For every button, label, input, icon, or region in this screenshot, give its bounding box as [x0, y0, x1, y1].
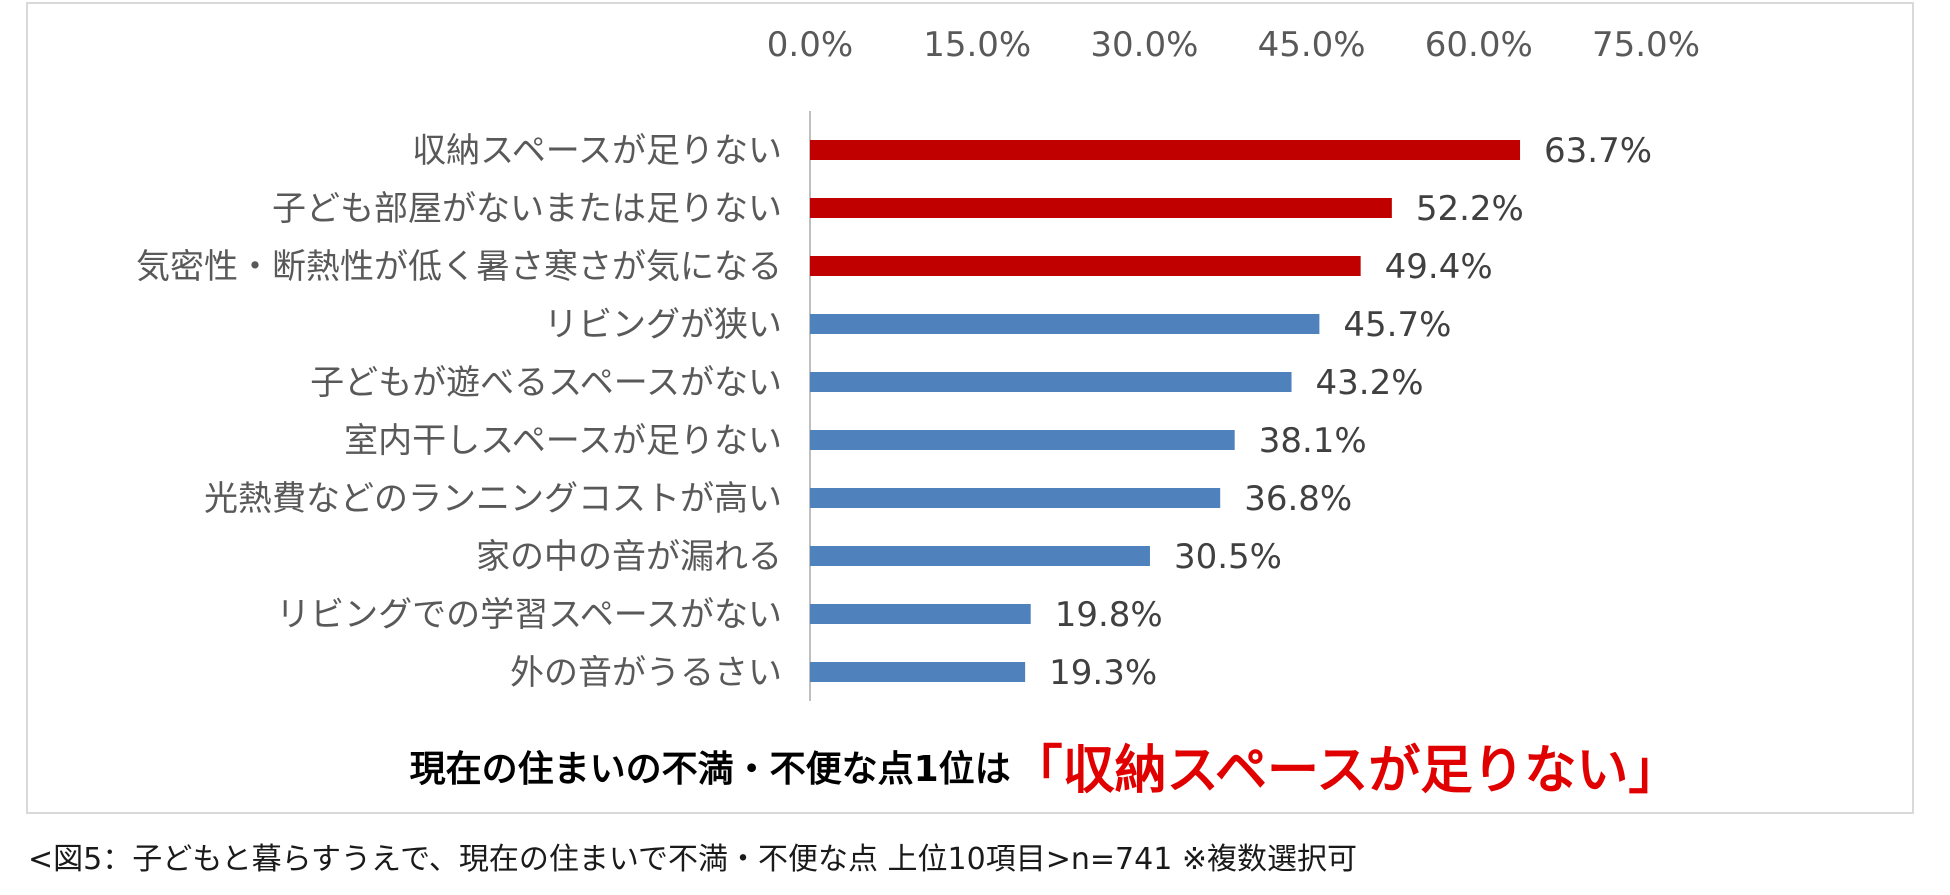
x-tick-label: 75.0% [1592, 25, 1700, 65]
x-tick-label: 0.0% [767, 25, 853, 65]
value-label: 49.4% [1385, 247, 1493, 287]
value-label: 43.2% [1316, 363, 1424, 403]
bar [810, 198, 1392, 218]
x-tick-label: 60.0% [1425, 25, 1533, 65]
bar [810, 314, 1320, 334]
category-label: 室内干しスペースが足りない [344, 421, 782, 461]
value-label: 38.1% [1259, 421, 1367, 461]
category-label: 収納スペースが足りない [412, 131, 782, 171]
value-label: 19.3% [1049, 653, 1157, 693]
figure-caption: <図5：子どもと暮らすうえで、現在の住まいで不満・不便な点 上位10項目>n=7… [28, 842, 1357, 877]
value-label: 63.7% [1544, 131, 1652, 171]
headline-emphasis-text: 「収納スペースが足りない」 [1010, 741, 1681, 801]
bars: 収納スペースが足りない 63.7% 子ども部屋がないまたは足りない 52.2% 気密性・… [136, 131, 1652, 693]
category-label: 子ども部屋がないまたは足りない [272, 189, 782, 229]
bar [810, 430, 1235, 450]
chart-frame: 0.0% 15.0% 30.0% 45.0% 60.0% 75.0% 収納スペースが足りな… [26, 2, 1914, 814]
bar [810, 256, 1361, 276]
bar [810, 372, 1292, 392]
category-label: 外の音がうるさい [510, 653, 782, 693]
x-axis-ticks: 0.0% 15.0% 30.0% 45.0% 60.0% 75.0% [767, 25, 1700, 65]
x-tick-label: 30.0% [1090, 25, 1198, 65]
category-label: 子どもが遊べるスペースがない [310, 363, 782, 403]
headline-main-text: 現在の住まいの不満・不便な点1位は [409, 748, 1011, 790]
chart-headline: 現在の住まいの不満・不便な点1位は「収納スペースが足りない」 [28, 728, 1950, 801]
value-label: 19.8% [1055, 595, 1163, 635]
bar [810, 604, 1031, 624]
value-label: 45.7% [1343, 305, 1451, 345]
bar-chart: 0.0% 15.0% 30.0% 45.0% 60.0% 75.0% 収納スペースが足りな… [136, 25, 1700, 701]
x-tick-label: 15.0% [923, 25, 1031, 65]
category-label: 気密性・断熱性が低く暑さ寒さが気になる [136, 247, 782, 287]
category-label: リビングでの学習スペースがない [276, 595, 782, 635]
category-label: リビングが狭い [544, 305, 782, 345]
value-label: 30.5% [1174, 537, 1282, 577]
value-label: 36.8% [1244, 479, 1352, 519]
bar [810, 662, 1026, 682]
bar [810, 546, 1150, 566]
category-label: 家の中の音が漏れる [476, 537, 782, 577]
bar [810, 488, 1221, 508]
x-tick-label: 45.0% [1258, 25, 1366, 65]
category-label: 光熱費などのランニングコストが高い [204, 479, 782, 519]
bar [810, 140, 1521, 160]
value-label: 52.2% [1416, 189, 1524, 229]
